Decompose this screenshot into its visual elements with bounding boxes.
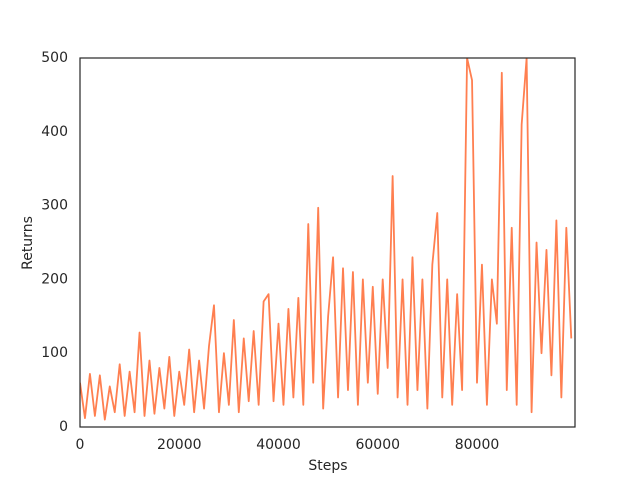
y-tick-label: 300 (41, 198, 68, 214)
x-tick-label: 80000 (455, 437, 500, 453)
x-tick-label: 0 (76, 437, 85, 453)
x-tick-label: 40000 (256, 437, 301, 453)
y-tick-label: 200 (41, 271, 68, 287)
y-axis-label: Returns (20, 216, 36, 270)
x-axis-label: Steps (308, 458, 347, 474)
y-tick-label: 0 (59, 419, 68, 435)
plot-frame (79, 57, 576, 428)
line-series (80, 58, 573, 421)
x-tick-label: 60000 (355, 437, 400, 453)
y-tick-label: 100 (41, 345, 68, 361)
y-tick-label: 400 (41, 124, 68, 140)
x-tick-label: 20000 (157, 437, 202, 453)
y-tick-label: 500 (41, 50, 68, 66)
